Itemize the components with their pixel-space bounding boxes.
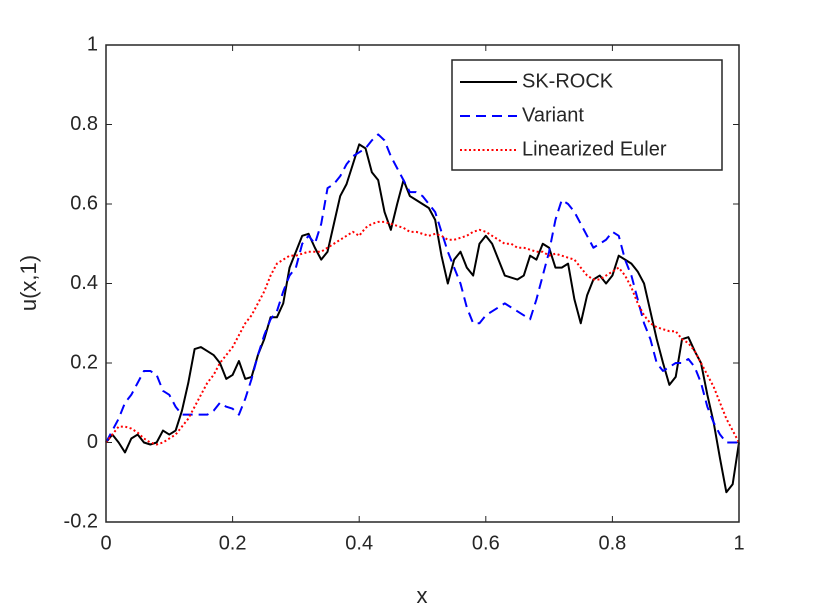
series-line xyxy=(105,133,739,444)
legend: SK-ROCK Variant Linearized Euler xyxy=(451,59,723,171)
series-line xyxy=(105,220,740,446)
x-tick-label: 1 xyxy=(733,532,744,554)
y-tick-label: 1 xyxy=(87,33,98,55)
y-tick-label: 0.8 xyxy=(70,113,98,135)
x-tick-label: 0.2 xyxy=(219,532,247,554)
series-line xyxy=(105,143,740,494)
legend-label: SK-ROCK xyxy=(522,70,614,92)
y-tick-label: 0.4 xyxy=(70,272,98,294)
legend-label: Linearized Euler xyxy=(522,138,667,160)
x-tick-label: 0.4 xyxy=(345,532,373,554)
x-tick-label: 0.8 xyxy=(598,532,626,554)
axes-box xyxy=(105,44,740,523)
y-tick-label: 0.2 xyxy=(70,351,98,373)
y-tick-label: -0.2 xyxy=(64,510,98,532)
x-tick-label: 0 xyxy=(100,532,111,554)
legend-label: Variant xyxy=(522,104,584,126)
x-axis-label: x xyxy=(417,583,428,608)
y-tick-label: 0 xyxy=(87,431,98,453)
x-tick-label: 0.6 xyxy=(472,532,500,554)
y-tick-label: 0.6 xyxy=(70,192,98,214)
y-axis-label: u(x,1) xyxy=(16,255,41,311)
